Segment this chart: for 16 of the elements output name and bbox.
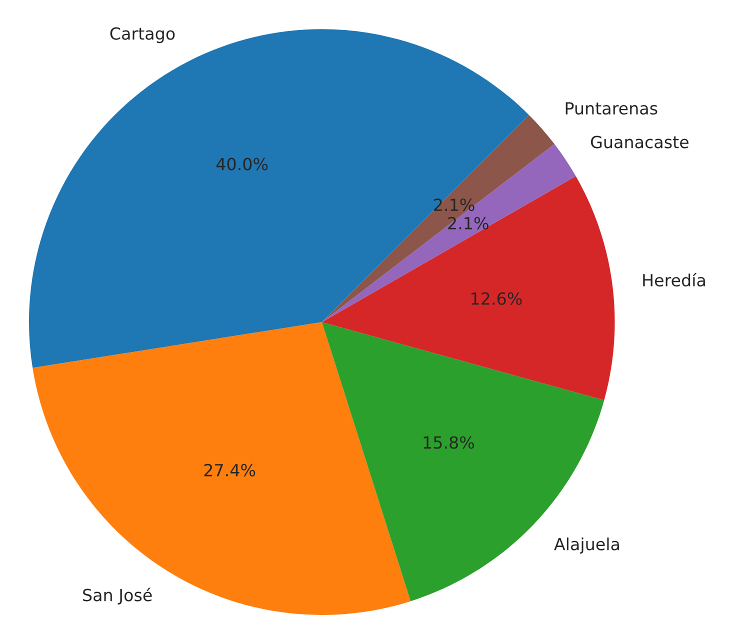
pie-slice: [322, 176, 615, 400]
data-label: 27.4%: [204, 464, 256, 476]
pie-slice: [322, 114, 554, 322]
slice-label: Guanacaste: [590, 136, 688, 148]
pie-slice: [322, 144, 576, 322]
pie-slice: [28, 29, 529, 368]
data-label: 15.8%: [424, 436, 474, 449]
data-label: 40.0%: [216, 158, 268, 170]
slice-label: Puntarenas: [566, 102, 658, 115]
slice-label: Cartago: [110, 27, 175, 44]
pie-slice: [32, 322, 411, 615]
slice-label: Heredía: [643, 272, 705, 287]
slice-label: San José: [83, 588, 152, 604]
data-label: 2.1%: [448, 216, 488, 230]
slice-label: Alajuela: [554, 537, 619, 554]
data-label: 12.6%: [472, 292, 522, 305]
